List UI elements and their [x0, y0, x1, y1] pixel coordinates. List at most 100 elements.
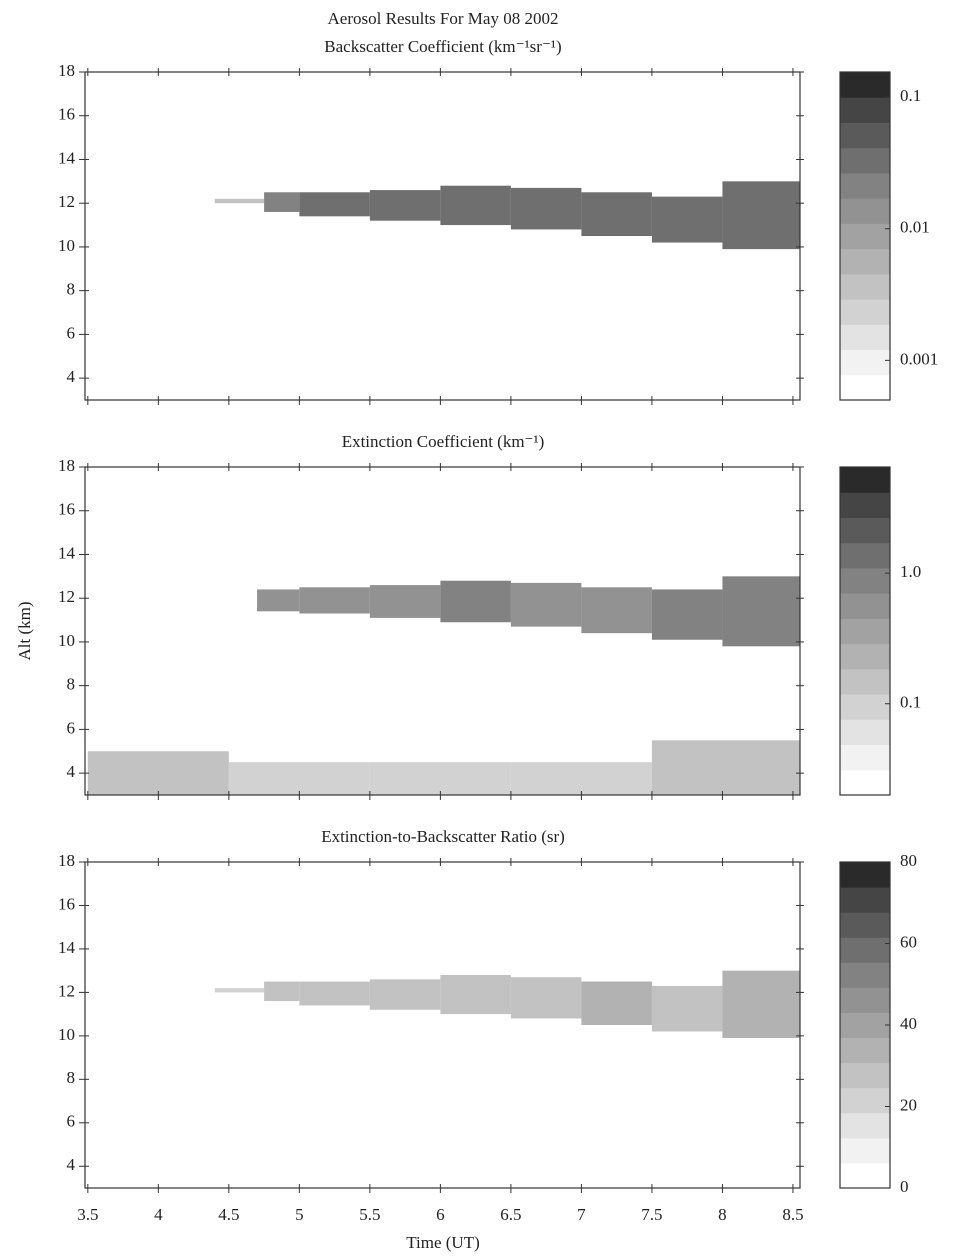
- colorbar-band: [840, 349, 890, 376]
- layer-cell: [369, 190, 441, 221]
- colorbar-band: [840, 72, 890, 98]
- plot-frame: [84, 71, 801, 401]
- colorbar-band: [840, 492, 890, 518]
- y-tick-label: 12: [58, 587, 75, 606]
- y-tick-label: 12: [58, 981, 75, 1000]
- layer-cell: [299, 587, 370, 614]
- colorbar-band: [840, 467, 890, 493]
- colorbar-band: [840, 517, 890, 544]
- layer-cell: [651, 196, 723, 243]
- y-tick-label: 6: [67, 718, 76, 737]
- layer-cell: [651, 985, 723, 1032]
- x-tick-label: 7: [577, 1205, 586, 1224]
- y-tick-label: 16: [58, 105, 75, 124]
- y-tick-label: 6: [67, 1112, 76, 1131]
- colorbar-band: [840, 694, 890, 720]
- y-tick-label: 8: [67, 1068, 76, 1087]
- layer-cell: [510, 582, 582, 627]
- colorbar-band: [840, 1162, 890, 1189]
- colorbar-band: [840, 744, 890, 771]
- layer-cell: [87, 751, 229, 795]
- layer-cell: [299, 192, 370, 217]
- y-tick-label: 8: [67, 280, 76, 299]
- x-tick-label: 5: [295, 1205, 304, 1224]
- layer-cell: [257, 589, 300, 612]
- y-tick-label: 16: [58, 500, 75, 519]
- layer-cell: [722, 576, 800, 647]
- colorbar-tick-label: 0.001: [900, 349, 938, 368]
- colorbar-frame: [839, 71, 891, 401]
- colorbar-band: [840, 122, 890, 149]
- layer-cell: [722, 181, 800, 250]
- y-tick-label: 8: [67, 675, 76, 694]
- colorbar-tick-label: 0.1: [900, 86, 921, 105]
- colorbar-tick-label: 0.01: [900, 218, 930, 237]
- colorbar-band: [840, 887, 890, 913]
- colorbar-band: [840, 567, 890, 594]
- colorbar-tick-label: 20: [900, 1095, 917, 1114]
- colorbar-tick-label: 80: [900, 851, 917, 870]
- colorbar-band: [840, 299, 890, 325]
- layer-cell: [440, 580, 511, 623]
- plot-frame: [84, 861, 801, 1189]
- layer-cell: [369, 762, 511, 795]
- layer-cell: [264, 981, 300, 1002]
- colorbar-band: [840, 1087, 890, 1114]
- colorbar-band: [840, 862, 890, 888]
- colorbar-band: [840, 248, 890, 275]
- layer-cell: [651, 740, 800, 795]
- colorbar-band: [840, 97, 890, 123]
- colorbar-band: [840, 1062, 890, 1089]
- y-tick-label: 6: [67, 323, 76, 342]
- colorbar-band: [840, 912, 890, 938]
- layer-cell: [510, 187, 582, 230]
- colorbar-tick-label: 0: [900, 1177, 909, 1196]
- plot-frame: [84, 466, 801, 796]
- layer-cell: [369, 585, 441, 618]
- colorbar-band: [840, 324, 890, 351]
- y-tick-label: 14: [58, 543, 76, 562]
- colorbar-band: [840, 172, 890, 199]
- colorbar-band: [840, 962, 890, 988]
- x-tick-label: 8.5: [782, 1205, 803, 1224]
- x-tick-label: 8: [718, 1205, 727, 1224]
- colorbar-band: [840, 937, 890, 963]
- chart-title: Aerosol Results For May 08 2002: [328, 9, 559, 28]
- layer-cell: [581, 981, 652, 1025]
- colorbar-tick-label: 0.1: [900, 693, 921, 712]
- x-axis-label: Time (UT): [406, 1233, 480, 1252]
- x-tick-label: 4: [154, 1205, 163, 1224]
- layer-cell: [440, 185, 511, 226]
- layer-cell: [264, 192, 300, 212]
- colorbar-band: [840, 1112, 890, 1139]
- colorbar-frame: [839, 466, 891, 796]
- colorbar-band: [840, 147, 890, 174]
- layer-cell: [228, 762, 370, 795]
- panel-title: Extinction Coefficient (km⁻¹): [342, 432, 545, 451]
- panel-title: Extinction-to-Backscatter Ratio (sr): [321, 827, 565, 846]
- colorbar-band: [840, 1037, 890, 1064]
- y-tick-label: 14: [58, 148, 76, 167]
- y-tick-label: 4: [67, 367, 76, 386]
- y-tick-label: 10: [58, 236, 75, 255]
- layer-cell: [214, 988, 265, 993]
- y-tick-label: 4: [67, 762, 76, 781]
- colorbar-tick-label: 40: [900, 1014, 917, 1033]
- colorbar-band: [840, 987, 890, 1013]
- y-tick-label: 10: [58, 631, 75, 650]
- layer-cell: [722, 970, 800, 1039]
- x-tick-label: 6.5: [500, 1205, 521, 1224]
- colorbar-band: [840, 719, 890, 746]
- colorbar-band: [840, 618, 890, 645]
- layer-cell: [510, 977, 582, 1019]
- colorbar-band: [840, 223, 890, 250]
- x-tick-label: 4.5: [218, 1205, 239, 1224]
- colorbar-tick-label: 60: [900, 932, 917, 951]
- y-tick-label: 12: [58, 192, 75, 211]
- colorbar-band: [840, 1137, 890, 1164]
- colorbar-band: [840, 273, 890, 300]
- x-tick-label: 6: [436, 1205, 445, 1224]
- colorbar-band: [840, 374, 890, 401]
- layer-cell: [214, 198, 265, 204]
